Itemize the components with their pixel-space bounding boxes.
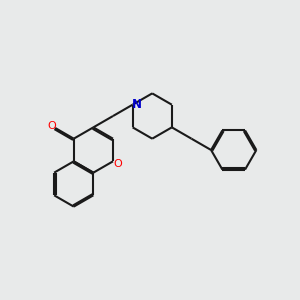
Text: N: N bbox=[131, 98, 142, 111]
Text: O: O bbox=[47, 121, 56, 131]
Text: O: O bbox=[113, 159, 122, 169]
